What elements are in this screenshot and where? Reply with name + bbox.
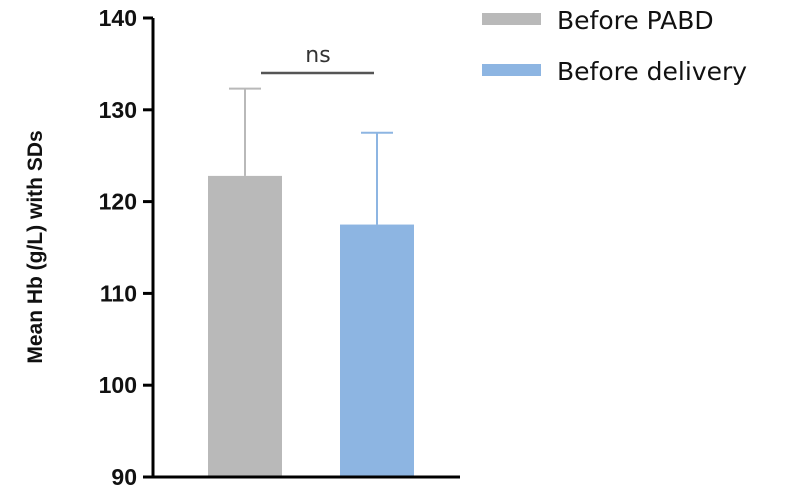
legend-swatch — [482, 64, 541, 76]
legend-label: Before PABD — [557, 6, 714, 35]
legend-swatch — [482, 13, 541, 25]
bar — [208, 175, 282, 476]
significance-label: ns — [305, 43, 330, 68]
y-axis-label: Mean Hb (g/L) with SDs — [24, 130, 47, 363]
y-tick-label: 110 — [100, 280, 137, 306]
bars: ns — [208, 43, 414, 476]
y-tick-label: 100 — [99, 372, 137, 398]
y-tick-label: 130 — [99, 97, 137, 123]
legend-label: Before delivery — [557, 57, 747, 86]
y-tick-label: 120 — [99, 189, 137, 215]
bar — [340, 224, 414, 476]
y-tick-label: 90 — [111, 464, 137, 490]
legend: Before PABD Before delivery — [482, 6, 747, 86]
axes: 90 100 110 120 130 140 — [99, 5, 460, 490]
y-tick-label: 140 — [99, 5, 137, 31]
